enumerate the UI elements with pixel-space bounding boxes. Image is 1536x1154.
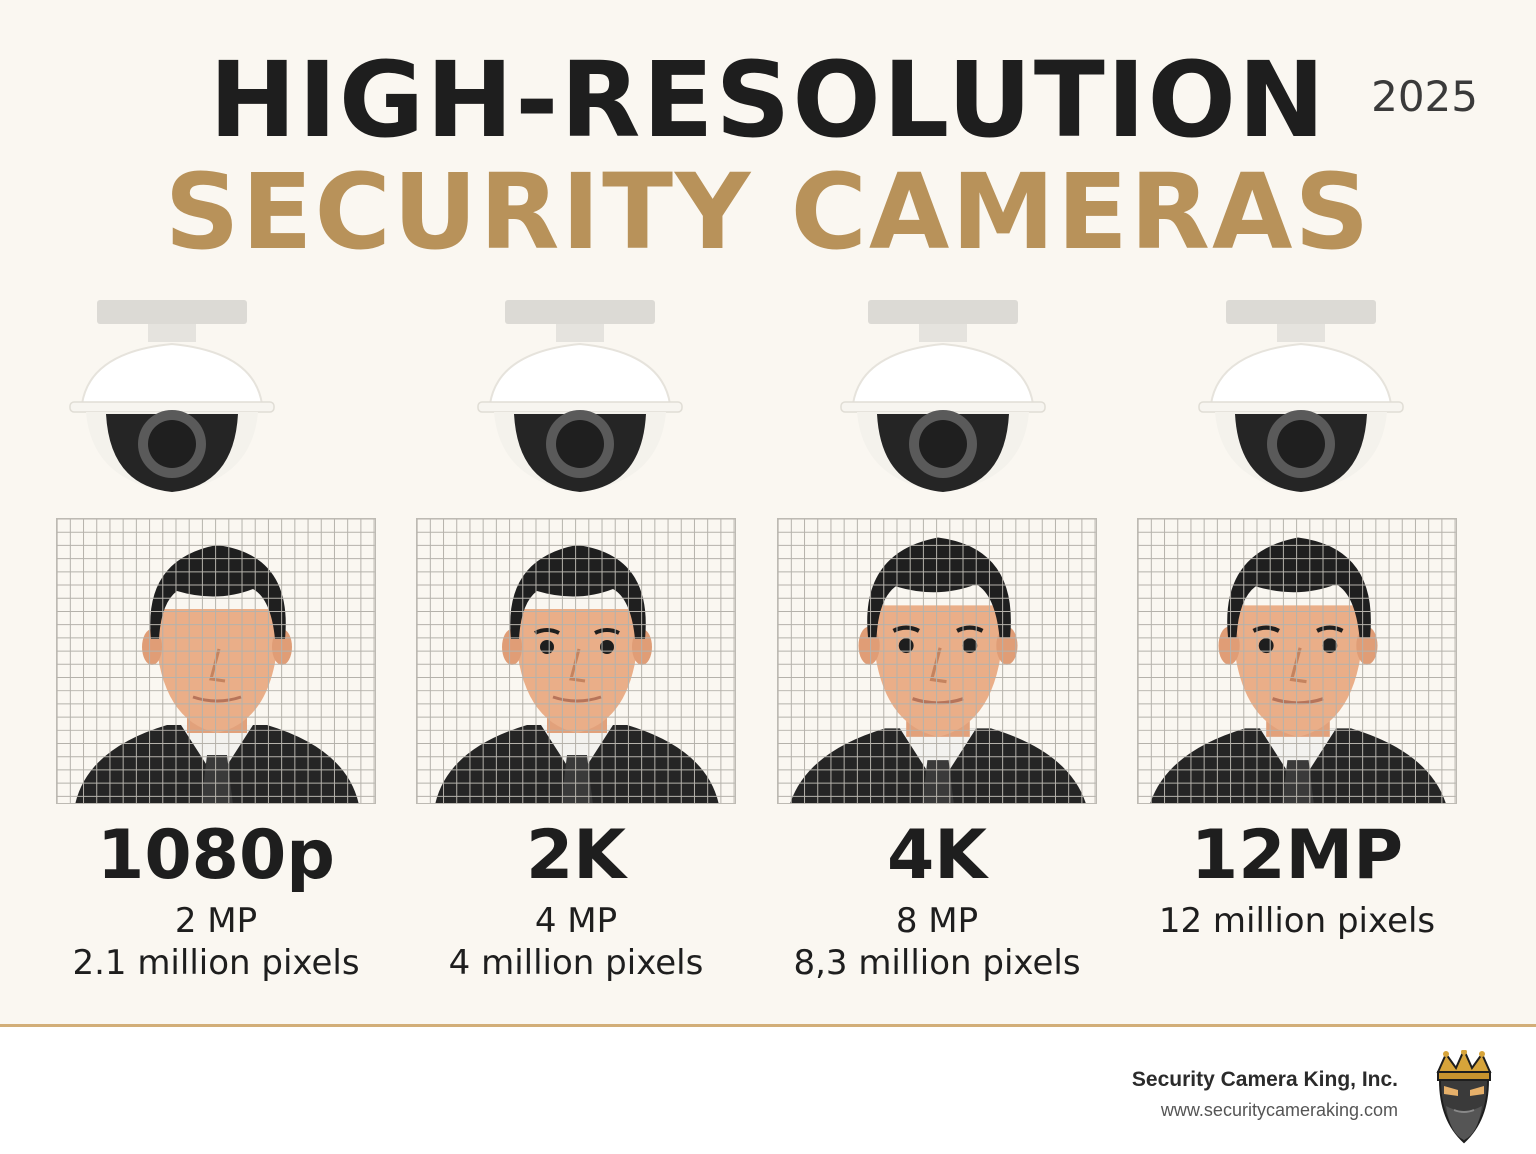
year-label: 2025 — [1371, 72, 1478, 121]
page-title-line-2: SECURITY CAMERAS — [164, 151, 1372, 273]
portrait-panel — [1137, 518, 1457, 804]
pixel-count-label: 4 million pixels — [448, 943, 704, 983]
company-website[interactable]: www.securitycameraking.com — [1160, 1100, 1398, 1120]
resolution-label: 1080p — [97, 816, 335, 895]
camera — [833, 296, 1053, 500]
resolution-column-4k: 4K 8 MP 8,3 million pixels — [777, 0, 1097, 1020]
dome-camera-icon — [477, 300, 683, 492]
megapixel-label: 2 MP — [174, 901, 258, 941]
portrait-face-icon — [435, 545, 719, 803]
dome-camera-icon — [1198, 300, 1404, 492]
king-mascot-logo — [1436, 1050, 1492, 1144]
portrait-panel — [777, 518, 1097, 804]
camera — [1191, 296, 1411, 500]
portrait-panel — [56, 518, 376, 804]
divider — [0, 1024, 1536, 1027]
resolution-label: 12MP — [1190, 816, 1404, 895]
dome-camera-icon — [840, 300, 1046, 492]
resolution-column-1080p: 1080p 2 MP 2.1 million pixels — [56, 0, 376, 1020]
pixel-count-label: 12 million pixels — [1158, 901, 1436, 941]
resolution-label: 2K — [525, 816, 626, 895]
portrait-face-icon — [75, 545, 359, 803]
megapixel-label: 4 MP — [534, 901, 618, 941]
camera — [62, 296, 282, 500]
dome-camera-icon — [69, 300, 275, 492]
camera — [470, 296, 690, 500]
resolution-column-12mp: 12MP 12 million pixels — [1137, 0, 1457, 1020]
portrait-face-icon — [790, 537, 1086, 803]
company-name: Security Camera King, Inc. — [1131, 1068, 1398, 1091]
megapixel-label: 8 MP — [895, 901, 979, 941]
pixel-count-label: 8,3 million pixels — [793, 943, 1081, 983]
portrait-face-icon — [1150, 537, 1446, 803]
resolution-column-2k: 2K 4 MP 4 million pixels — [416, 0, 736, 1020]
page-title-line-1: HIGH-RESOLUTION — [209, 39, 1327, 161]
resolution-label: 4K — [886, 816, 987, 895]
portrait-panel — [416, 518, 736, 804]
pixel-count-label: 2.1 million pixels — [72, 943, 360, 983]
footer — [0, 1027, 1536, 1154]
